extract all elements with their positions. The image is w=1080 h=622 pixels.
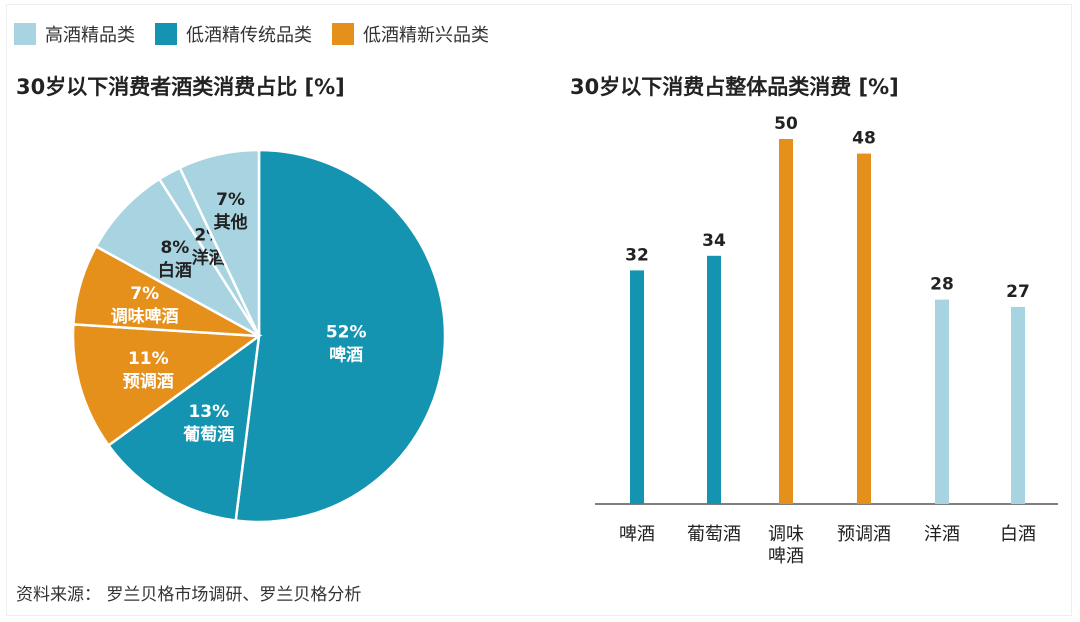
chart-frame (6, 4, 1072, 616)
pie-slice-0 (234, 148, 447, 524)
pie-slice-2 (71, 322, 263, 448)
bar-value-label-5: 27 (1006, 282, 1030, 302)
bar-category-label-1: 葡萄酒 (687, 524, 741, 545)
pie-category-label-0: 啤酒 (329, 345, 363, 366)
bar-3 (857, 153, 871, 504)
legend-item-traditional: 低酒精传统品类 (155, 21, 312, 47)
pie-value-label-4: 8% (160, 238, 189, 258)
bar-value-label-3: 48 (852, 129, 876, 149)
source-note: 资料来源： 罗兰贝格市场调研、罗兰贝格分析 (16, 585, 362, 605)
bar-category-label-2-line-1: 啤酒 (768, 546, 804, 567)
bar-4 (935, 299, 949, 504)
pie-category-label-2: 预调酒 (123, 371, 174, 392)
pie-value-label-6: 7% (216, 190, 245, 210)
bar-category-label-2: 调味 (768, 524, 804, 545)
legend: 高酒精品类 低酒精传统品类 低酒精新兴品类 (14, 20, 489, 48)
legend-swatch-premium (14, 23, 36, 45)
bar-1 (707, 255, 721, 504)
pie-chart-title: 30岁以下消费者酒类消费占比 [%] (16, 75, 345, 99)
pie-category-label-6: 其他 (214, 212, 248, 233)
bar-category-label-5: 白酒 (1000, 524, 1036, 545)
pie-value-label-2: 11% (128, 349, 169, 369)
pie-category-label-4: 白酒 (158, 260, 192, 281)
bar-5 (1011, 306, 1025, 504)
bar-category-label-4: 洋酒 (924, 524, 960, 545)
pie-slice-4 (94, 177, 261, 338)
bar-value-label-1: 34 (702, 231, 726, 251)
bar-category-label-0: 啤酒 (619, 524, 655, 545)
legend-label-premium: 高酒精品类 (45, 25, 135, 46)
legend-item-emerging: 低酒精新兴品类 (332, 21, 489, 47)
legend-swatch-traditional (155, 23, 177, 45)
legend-label-traditional: 低酒精传统品类 (186, 25, 312, 46)
pie-slice-6 (178, 148, 261, 337)
bar-2 (779, 139, 793, 504)
pie-category-label-5: 洋酒 (192, 248, 226, 269)
pie-value-label-3: 7% (130, 284, 159, 304)
legend-item-premium: 高酒精品类 (14, 21, 135, 47)
bar-category-label-3: 预调酒 (837, 524, 891, 545)
pie-value-label-0: 52% (326, 323, 367, 343)
bar-chart-title: 30岁以下消费占整体品类消费 [%] (570, 75, 899, 99)
pie-category-label-3: 调味啤酒 (111, 306, 179, 327)
pie-value-label-1: 13% (188, 402, 229, 422)
pie-category-label-1: 葡萄酒 (182, 424, 234, 445)
legend-label-emerging: 低酒精新兴品类 (363, 25, 489, 46)
bar-value-label-0: 32 (625, 245, 649, 265)
bar-value-label-2: 50 (774, 114, 798, 134)
bar-value-label-4: 28 (930, 275, 954, 295)
legend-swatch-emerging (332, 23, 354, 45)
pie-slice-1 (106, 333, 261, 522)
bar-0 (630, 270, 644, 504)
